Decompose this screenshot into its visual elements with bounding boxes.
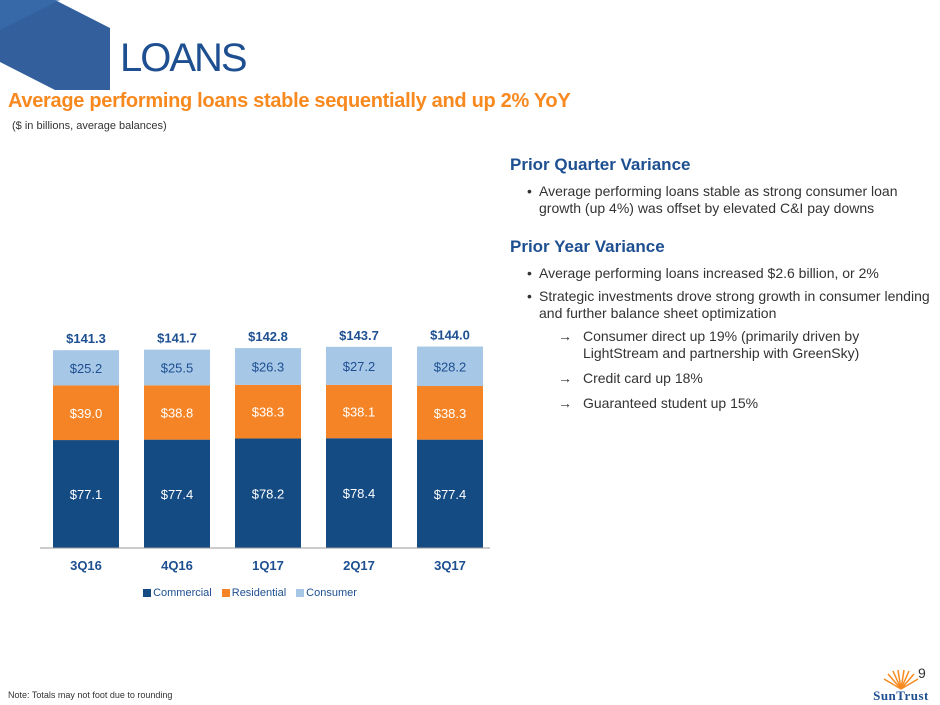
arrow-right-icon: → <box>558 395 572 411</box>
year-subbullet: → Guaranteed student up 15% <box>510 395 935 412</box>
units-note: ($ in billions, average balances) <box>12 120 167 132</box>
bar-segment-commercial <box>235 438 301 548</box>
data-label: $78.4 <box>343 486 376 501</box>
legend-item-residential: Residential <box>221 587 287 599</box>
data-label: $38.3 <box>252 405 285 420</box>
year-subbullet: → Credit card up 18% <box>510 370 935 387</box>
data-label: $28.2 <box>434 359 467 374</box>
footnote: Note: Totals may not foot due to roundin… <box>8 690 173 700</box>
bar-segment-residential <box>53 385 119 441</box>
data-label: $38.8 <box>161 405 194 420</box>
x-tick-label: 4Q16 <box>161 558 193 573</box>
legend-swatch-consumer <box>296 589 305 597</box>
total-label: $143.7 <box>339 328 379 343</box>
data-label: $27.2 <box>343 359 376 374</box>
year-subbullet-text: Consumer direct up 19% (primarily driven… <box>583 328 860 361</box>
data-label: $25.2 <box>70 361 103 376</box>
year-variance-heading: Prior Year Variance <box>510 237 665 256</box>
year-bullet: Average performing loans increased $2.6 … <box>510 265 935 282</box>
bar-segment-commercial <box>326 438 392 548</box>
sunburst-icon <box>883 669 919 690</box>
bar-segment-residential <box>144 385 210 440</box>
data-label: $77.4 <box>161 487 194 502</box>
legend-item-commercial: Commercial <box>143 587 212 599</box>
legend-item-consumer: Consumer <box>296 587 357 599</box>
total-label: $141.3 <box>66 331 106 346</box>
data-label: $25.5 <box>161 360 194 375</box>
legend-swatch-residential <box>221 589 230 597</box>
year-subbullet-text: Credit card up 18% <box>583 370 703 386</box>
commentary-panel: Prior Quarter Variance Average performin… <box>510 155 935 432</box>
year-subbullet: → Consumer direct up 19% (primarily driv… <box>510 328 935 362</box>
bar-segment-residential <box>417 386 483 440</box>
bar-segment-consumer <box>235 348 301 385</box>
total-label: $144.0 <box>430 328 470 343</box>
page-subtitle: Average performing loans stable sequenti… <box>8 90 571 112</box>
x-tick-label: 3Q17 <box>434 558 466 573</box>
data-label: $78.2 <box>252 486 285 501</box>
legend-label-consumer: Consumer <box>306 587 357 599</box>
data-label: $77.1 <box>70 487 103 502</box>
arrow-right-icon: → <box>558 370 572 386</box>
bar-segment-consumer <box>144 349 210 386</box>
legend-label-commercial: Commercial <box>153 587 212 599</box>
bar-segment-commercial <box>53 440 119 548</box>
bar-segment-commercial <box>417 439 483 548</box>
data-label: $38.3 <box>434 406 467 421</box>
data-label: $39.0 <box>70 406 103 421</box>
year-bullet: Strategic investments drove strong growt… <box>510 288 935 322</box>
brand-name: SunTrust <box>873 688 929 703</box>
bar-segment-commercial <box>144 439 210 548</box>
bar-segment-consumer <box>417 346 483 387</box>
x-tick-label: 2Q17 <box>343 558 375 573</box>
page-number: 9 <box>918 665 926 681</box>
total-label: $141.7 <box>157 331 197 346</box>
legend-label-residential: Residential <box>231 587 287 599</box>
page-title: LOANS <box>120 36 248 80</box>
quarter-variance-heading: Prior Quarter Variance <box>510 155 691 174</box>
x-tick-label: 3Q16 <box>70 558 102 573</box>
data-label: $38.1 <box>343 405 376 420</box>
bar-segment-consumer <box>326 346 392 385</box>
suntrust-logo: SunTrust <box>866 668 936 704</box>
year-variance-list: Average performing loans increased $2.6 … <box>510 265 935 412</box>
loans-stacked-bar-chart: $77.1 $39.0 $25.2 $141.3 3Q16 $77.4 $38.8 $25.5… <box>40 328 490 573</box>
data-label: $26.3 <box>252 359 285 374</box>
quarter-variance-list: Average performing loans stable as stron… <box>510 183 935 217</box>
total-label: $142.8 <box>248 329 288 344</box>
year-subbullet-text: Guaranteed student up 15% <box>583 395 759 411</box>
legend-swatch-commercial <box>143 589 152 597</box>
x-tick-label: 1Q17 <box>252 558 284 573</box>
chart-legend: Commercial Residential Consumer <box>0 587 500 599</box>
bar-segment-residential <box>326 384 392 439</box>
header-logo-shape <box>0 0 110 90</box>
bar-segment-consumer <box>53 350 119 386</box>
quarter-bullet: Average performing loans stable as stron… <box>510 183 935 217</box>
arrow-right-icon: → <box>558 328 572 344</box>
bar-segment-residential <box>235 384 301 439</box>
data-label: $77.4 <box>434 487 467 502</box>
